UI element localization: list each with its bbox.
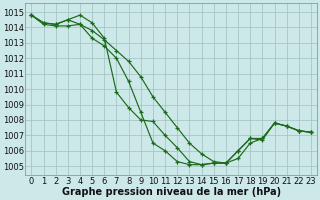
X-axis label: Graphe pression niveau de la mer (hPa): Graphe pression niveau de la mer (hPa)	[62, 187, 281, 197]
